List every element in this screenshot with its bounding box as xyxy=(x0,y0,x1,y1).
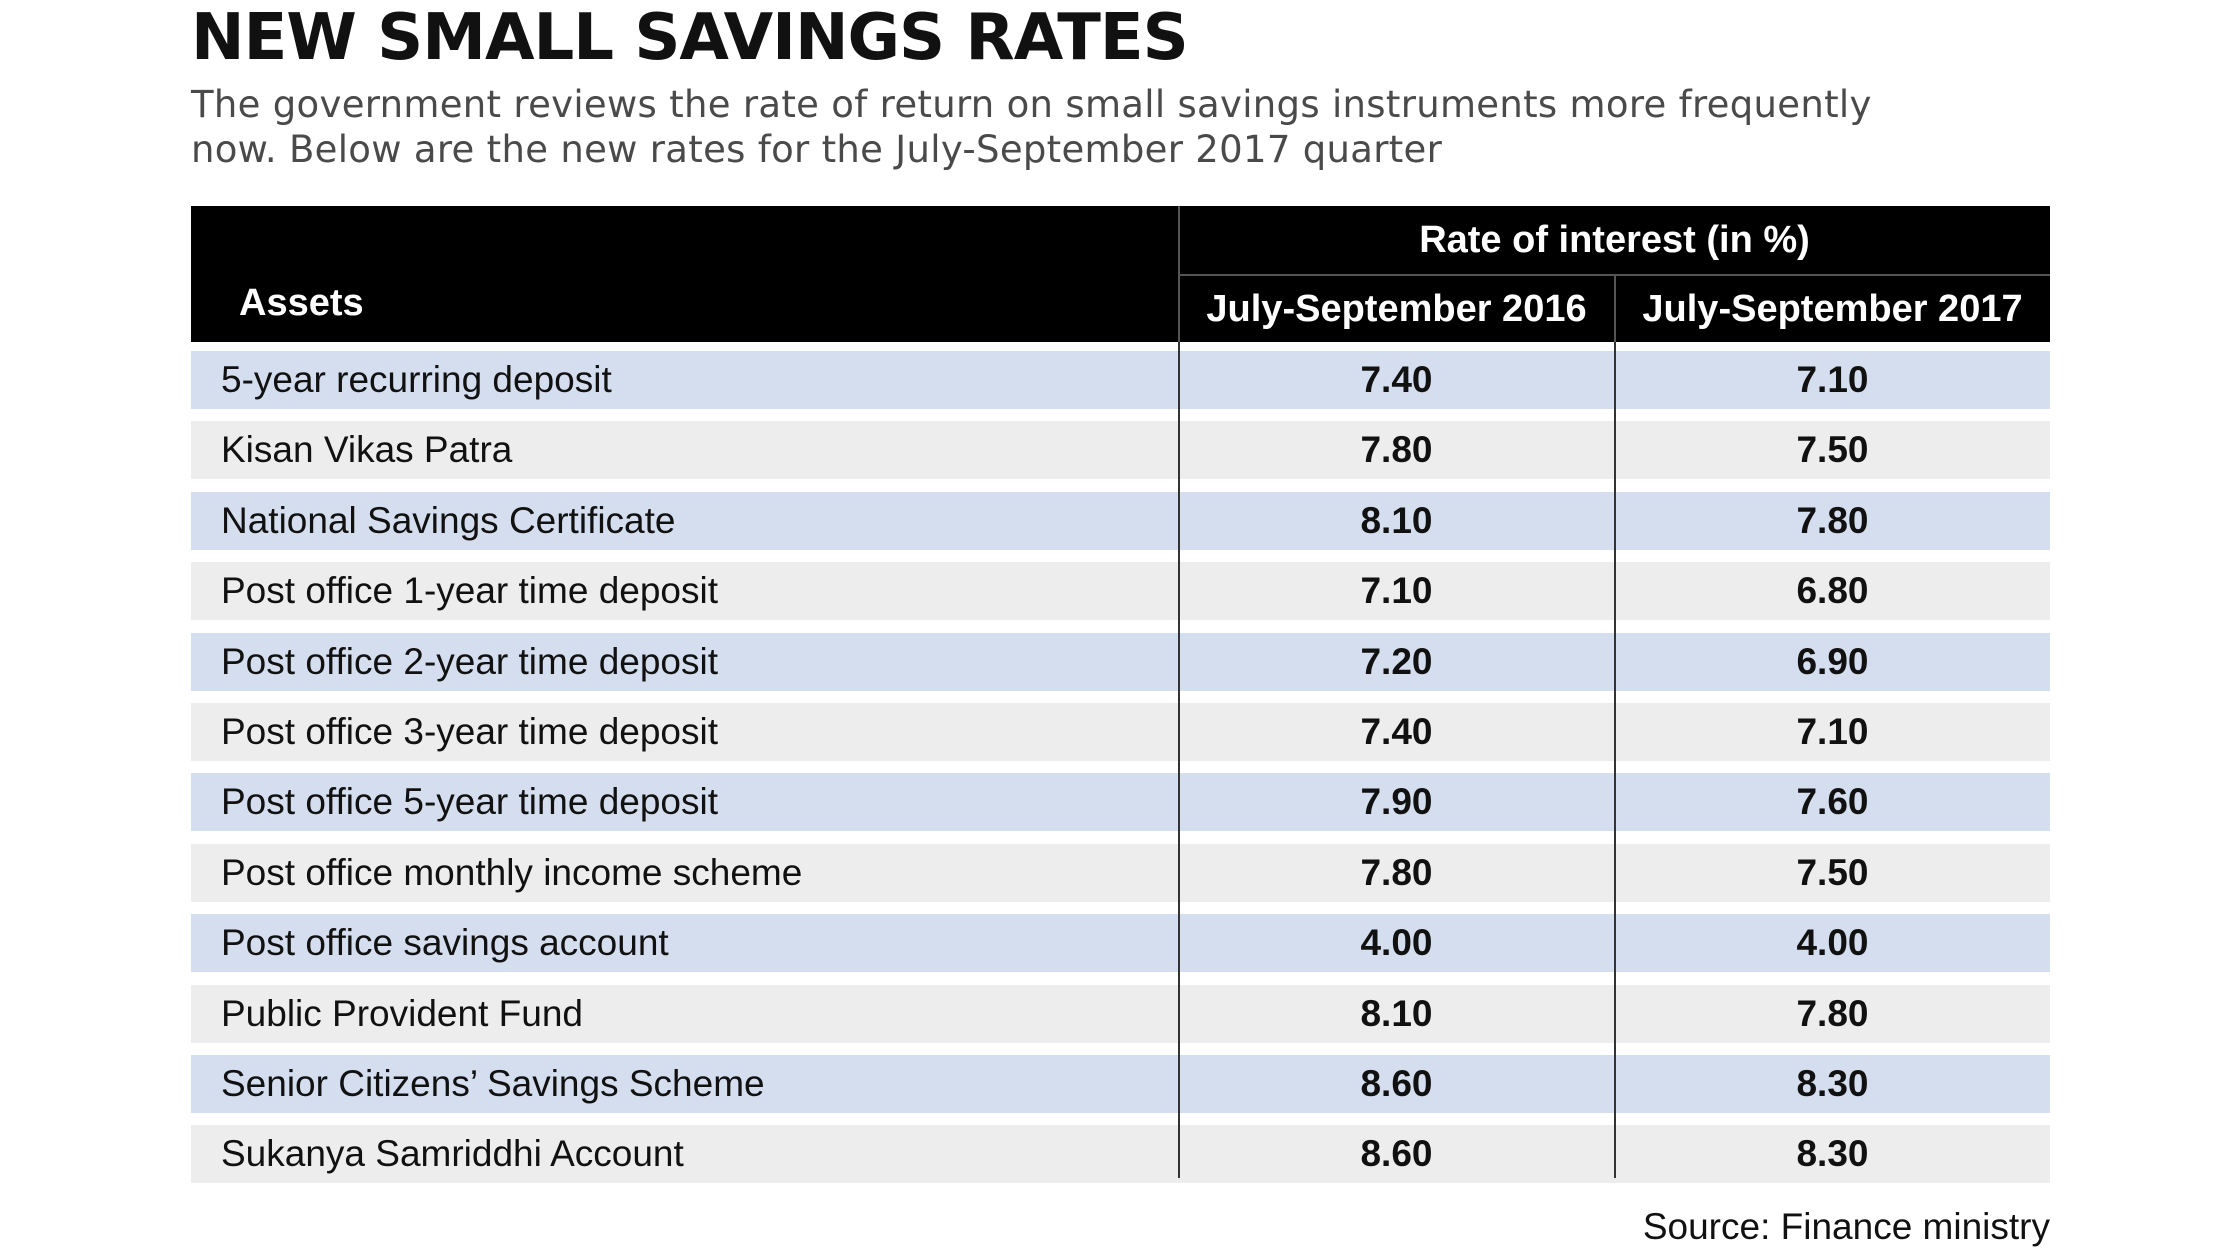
source-note: Source: Finance ministry xyxy=(1642,1206,2050,1247)
table-row: Post office 3-year time deposit 7.40 7.10 xyxy=(191,702,2050,761)
rate-2017: 7.80 xyxy=(1796,992,1869,1034)
table-row: Public Provident Fund 8.10 7.80 xyxy=(191,984,2050,1043)
asset-name: Post office 3-year time deposit xyxy=(221,710,719,752)
table-row: Sukanya Samriddhi Account 8.60 8.30 xyxy=(191,1125,2050,1184)
rate-2016: 7.20 xyxy=(1360,640,1433,682)
column-divider xyxy=(1614,342,1616,1179)
rates-table: Assets Rate of interest (in %) July-Sept… xyxy=(191,206,2050,1196)
rate-2016: 7.40 xyxy=(1360,710,1433,752)
header-column-divider xyxy=(1178,206,1180,342)
rate-2017: 7.80 xyxy=(1796,499,1869,541)
header-rate-of-interest: Rate of interest (in %) xyxy=(1419,219,1810,261)
subtitle: The government reviews the rate of retur… xyxy=(191,82,2071,172)
rate-2016: 7.40 xyxy=(1360,359,1433,400)
rate-2017: 8.30 xyxy=(1796,1133,1869,1175)
rate-2016: 8.10 xyxy=(1360,499,1433,541)
table-row: Post office savings account 4.00 4.00 xyxy=(191,914,2050,973)
table-header: Assets Rate of interest (in %) July-Sept… xyxy=(191,206,2050,342)
asset-name: Post office monthly income scheme xyxy=(221,851,803,893)
header-divider xyxy=(1179,274,2050,276)
page-title: NEW SMALL SAVINGS RATES xyxy=(191,1,1189,75)
header-july-september-2016: July-September 2016 xyxy=(1206,288,1587,330)
rate-2016: 7.90 xyxy=(1360,781,1433,823)
table-row: Kisan Vikas Patra 7.80 7.50 xyxy=(191,421,2050,480)
table-row: Post office 2-year time deposit 7.20 6.90 xyxy=(191,632,2050,691)
rate-2016: 7.10 xyxy=(1360,570,1433,612)
header-assets: Assets xyxy=(239,282,364,324)
rate-2017: 6.90 xyxy=(1796,640,1869,682)
rate-2016: 8.10 xyxy=(1360,992,1433,1034)
table-row: 5-year recurring deposit 7.40 7.10 xyxy=(191,351,2050,409)
asset-name: Post office 2-year time deposit xyxy=(221,640,719,682)
header-july-september-2017: July-September 2017 xyxy=(1642,288,2023,330)
rate-2017: 6.80 xyxy=(1796,570,1869,612)
rate-2016: 8.60 xyxy=(1360,1062,1433,1104)
table-row: National Savings Certificate 8.10 7.80 xyxy=(191,491,2050,550)
asset-name: Post office savings account xyxy=(221,922,669,964)
header-column-divider xyxy=(1614,276,1616,342)
table-row: Post office 1-year time deposit 7.10 6.80 xyxy=(191,562,2050,621)
rate-2016: 7.80 xyxy=(1360,851,1433,893)
rate-2017: 4.00 xyxy=(1796,922,1869,964)
rate-2016: 8.60 xyxy=(1360,1133,1433,1175)
table-body: 5-year recurring deposit 7.40 7.10 Kisan Vi… xyxy=(191,342,2050,1184)
rate-2017: 7.60 xyxy=(1796,781,1869,823)
rate-2017: 7.10 xyxy=(1796,359,1869,400)
table-row: Senior Citizens’ Savings Scheme 8.60 8.30 xyxy=(191,1054,2050,1113)
subtitle-line-2: now. Below are the new rates for the Jul… xyxy=(191,128,1443,171)
rate-2017: 7.50 xyxy=(1796,851,1869,893)
table-row: Post office monthly income scheme 7.80 7.5… xyxy=(191,843,2050,902)
rate-2016: 4.00 xyxy=(1360,922,1433,964)
rate-2017: 7.50 xyxy=(1796,429,1869,471)
asset-name: Kisan Vikas Patra xyxy=(221,429,513,471)
column-divider xyxy=(1178,342,1180,1179)
asset-name: Post office 5-year time deposit xyxy=(221,781,719,823)
asset-name: Public Provident Fund xyxy=(221,992,583,1034)
subtitle-line-1: The government reviews the rate of retur… xyxy=(191,83,1872,126)
asset-name: Sukanya Samriddhi Account xyxy=(221,1133,684,1175)
asset-name: National Savings Certificate xyxy=(221,499,676,541)
asset-name: 5-year recurring deposit xyxy=(221,359,612,400)
rate-2017: 7.10 xyxy=(1796,710,1869,752)
asset-name: Senior Citizens’ Savings Scheme xyxy=(221,1062,765,1104)
asset-name: Post office 1-year time deposit xyxy=(221,570,719,612)
rate-2017: 8.30 xyxy=(1796,1062,1869,1104)
table-row: Post office 5-year time deposit 7.90 7.60 xyxy=(191,773,2050,832)
rate-2016: 7.80 xyxy=(1360,429,1433,471)
